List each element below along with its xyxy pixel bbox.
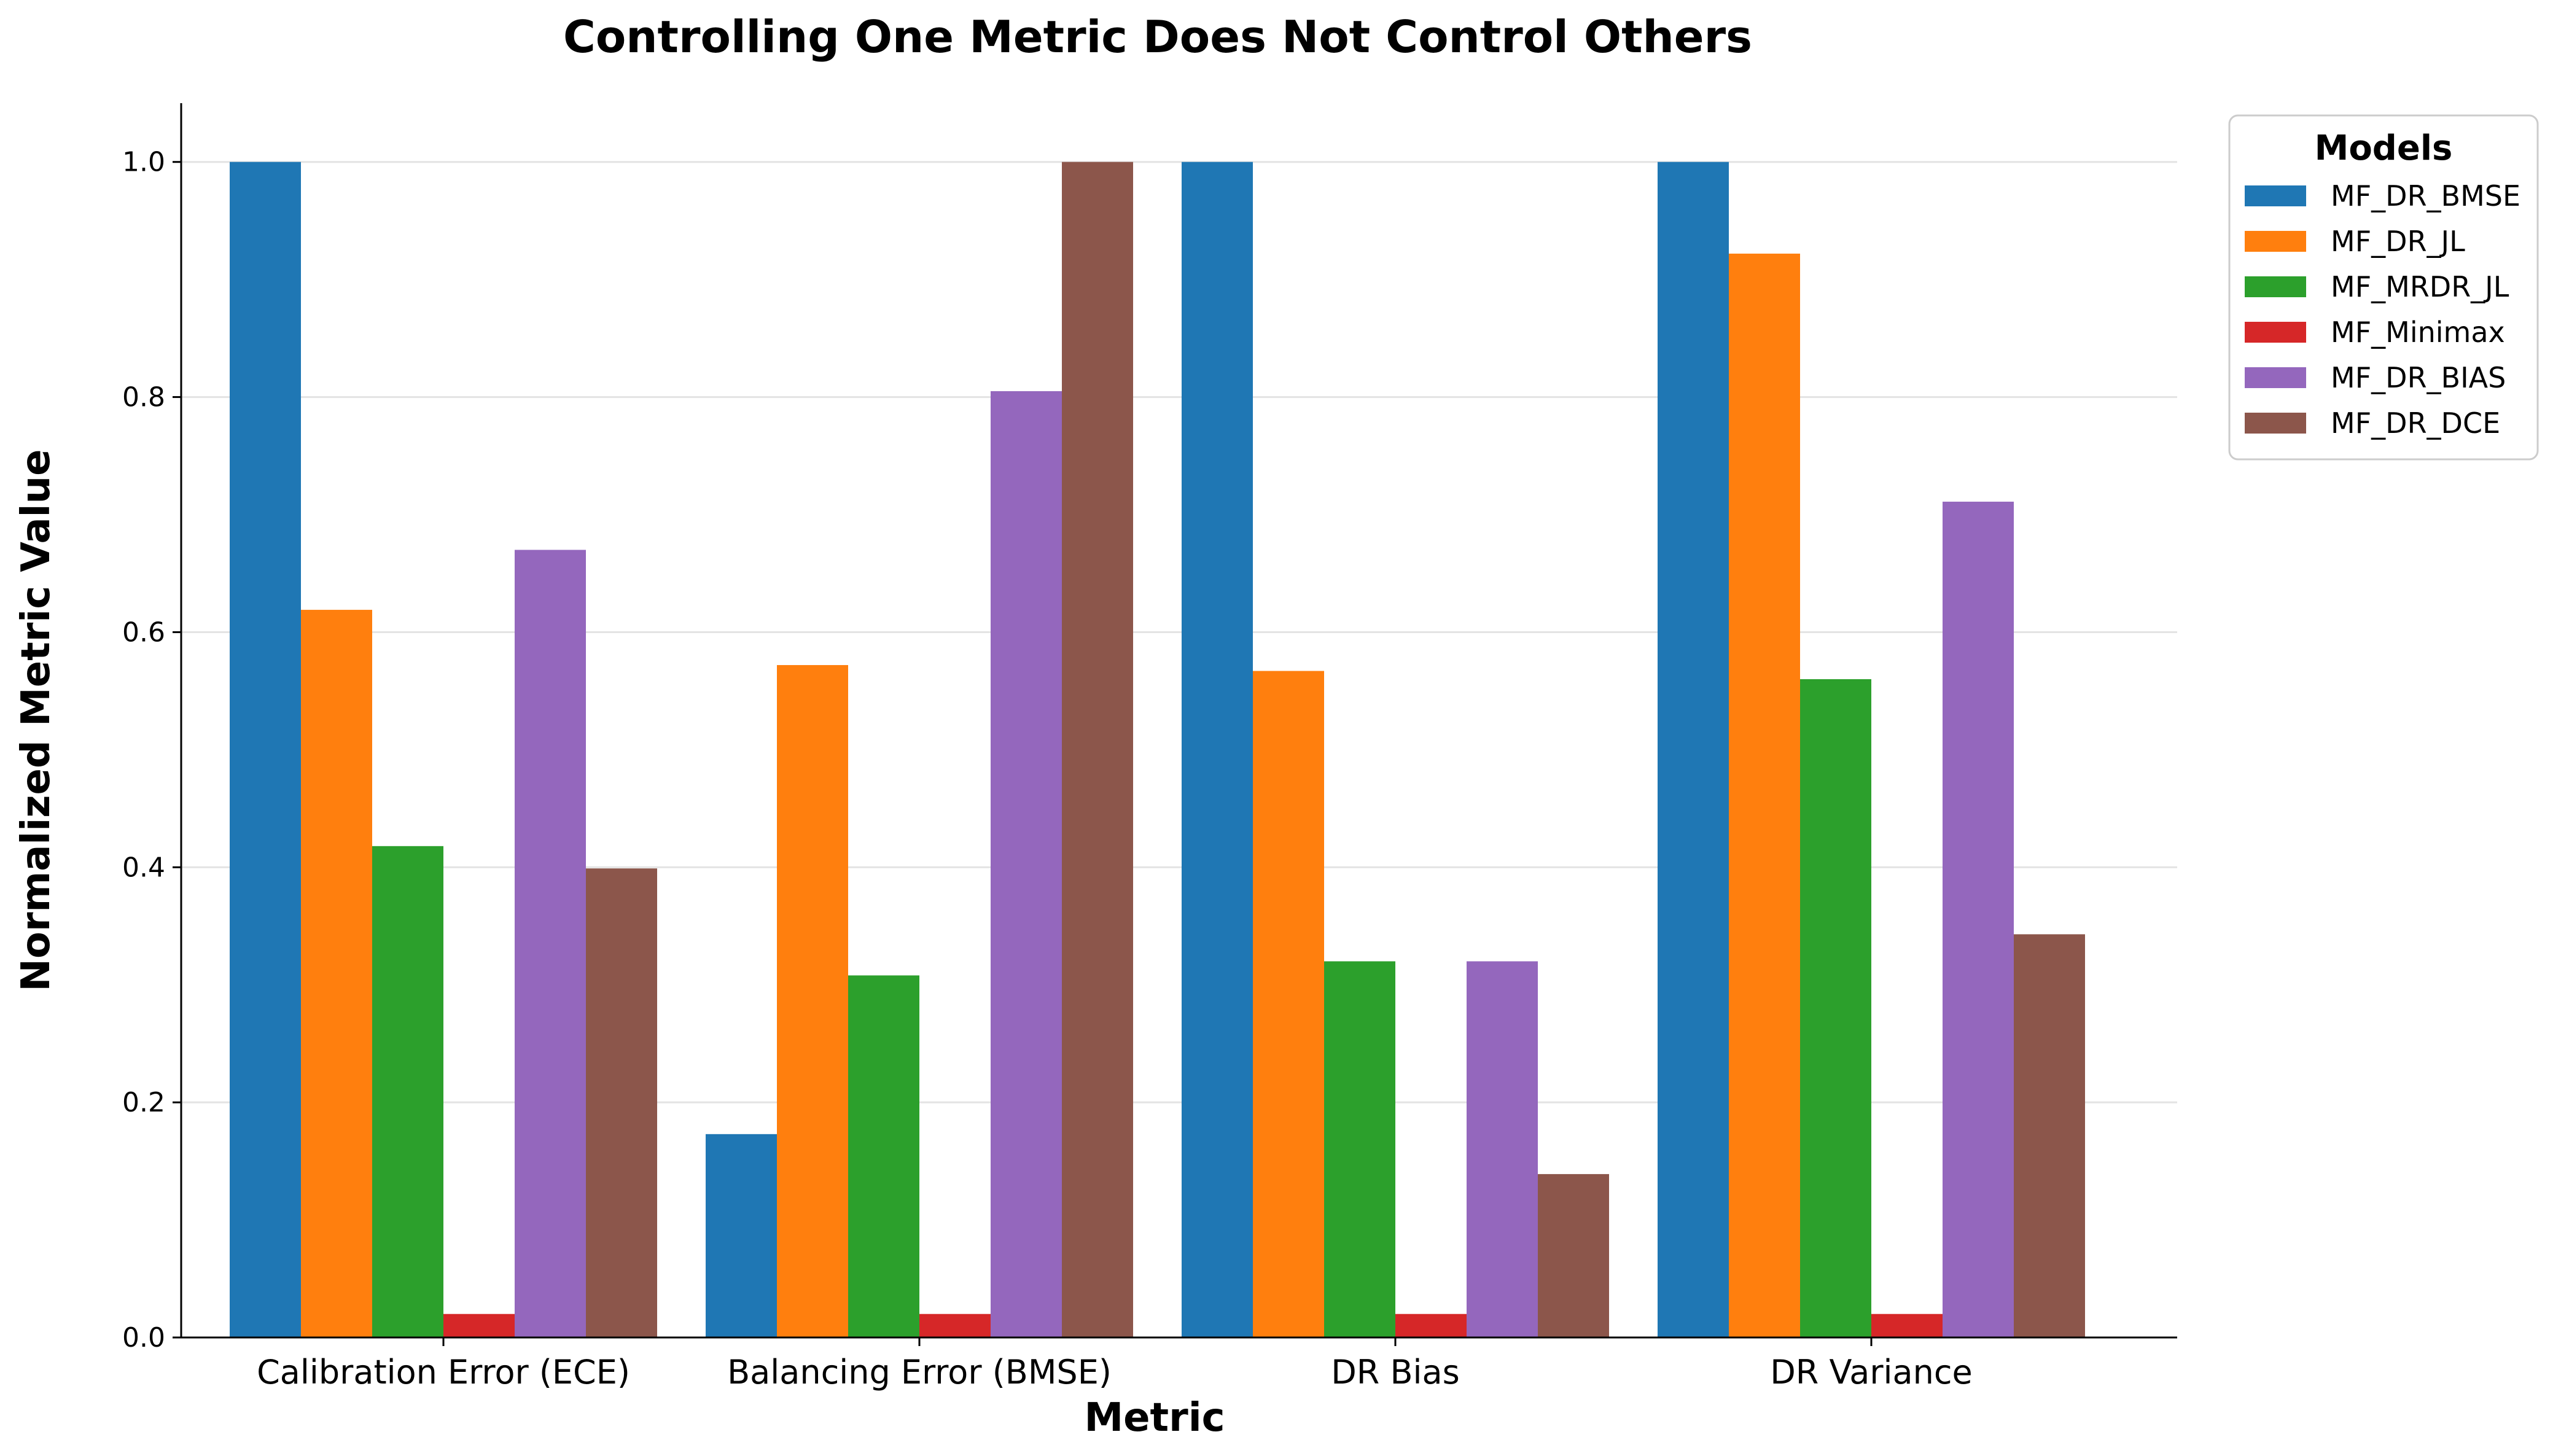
- legend-swatch: [2245, 322, 2306, 343]
- bar-mf-dr-bmse: [1182, 162, 1253, 1337]
- bar-mf-dr-dce: [1538, 1174, 1609, 1337]
- bar-mf-dr-bmse: [1658, 162, 1729, 1337]
- bar-mf-minimax: [443, 1314, 515, 1337]
- legend-swatch: [2245, 185, 2306, 206]
- bar-mf-dr-bias: [1467, 961, 1538, 1337]
- legend-label: MF_MRDR_JL: [2331, 270, 2509, 303]
- bar-mf-dr-bias: [1943, 501, 2014, 1337]
- bar-mf-dr-jl: [1253, 671, 1324, 1337]
- bar-mf-mrdr-jl: [1800, 679, 1871, 1337]
- y-tick-label: 0.8: [122, 382, 165, 413]
- y-tick-label: 0.4: [122, 852, 165, 883]
- y-tick-label: 0.2: [122, 1087, 165, 1118]
- legend-swatch: [2245, 413, 2306, 434]
- x-axis-label: Metric: [1084, 1395, 1225, 1441]
- legend-swatch: [2245, 367, 2306, 388]
- bar-mf-minimax: [1395, 1314, 1467, 1337]
- bar-mf-mrdr-jl: [1324, 961, 1395, 1337]
- bar-mf-dr-jl: [777, 665, 848, 1337]
- legend-label: MF_DR_DCE: [2331, 407, 2500, 440]
- bar-mf-minimax: [1871, 1314, 1943, 1337]
- legend-swatch: [2245, 231, 2306, 252]
- bar-mf-dr-bmse: [706, 1134, 777, 1337]
- legend: Models MF_DR_BMSE MF_DR_JL MF_MRDR_JL MF_Mi…: [2228, 114, 2539, 461]
- x-tick-label: Balancing Error (BMSE): [727, 1353, 1112, 1392]
- chart-title: Controlling One Metric Does Not Control …: [563, 11, 1752, 63]
- bar-mf-dr-jl: [1729, 254, 1800, 1337]
- bar-mf-dr-bias: [515, 550, 586, 1337]
- legend-label: MF_DR_JL: [2331, 225, 2465, 258]
- bar-mf-mrdr-jl: [372, 846, 443, 1337]
- legend-title: Models: [2315, 128, 2453, 168]
- legend-swatch: [2245, 276, 2306, 297]
- bar-mf-mrdr-jl: [848, 975, 919, 1337]
- bar-mf-minimax: [919, 1314, 991, 1337]
- legend-label: MF_Minimax: [2331, 316, 2505, 349]
- y-tick-label: 1.0: [122, 147, 165, 178]
- bar-mf-dr-bmse: [230, 162, 301, 1337]
- x-tick-label: DR Bias: [1331, 1353, 1460, 1392]
- x-tick-label: DR Variance: [1770, 1353, 1973, 1392]
- y-axis-ticks: 0.0 0.2 0.4 0.6 0.8 1.0: [122, 147, 181, 1353]
- bar-mf-dr-jl: [301, 610, 372, 1337]
- y-tick-label: 0.0: [122, 1322, 165, 1353]
- legend-frame: [2228, 114, 2539, 461]
- bar-mf-dr-dce: [586, 868, 657, 1337]
- x-tick-label: Calibration Error (ECE): [257, 1353, 630, 1392]
- bar-mf-dr-bias: [991, 391, 1062, 1337]
- bar-mf-dr-dce: [2014, 934, 2085, 1337]
- legend-label: MF_DR_BIAS: [2331, 361, 2506, 394]
- bars: [230, 162, 2085, 1337]
- bar-mf-dr-dce: [1062, 162, 1133, 1337]
- legend-label: MF_DR_BMSE: [2331, 179, 2520, 212]
- x-axis-ticks: Calibration Error (ECE) Balancing Error (…: [257, 1337, 1973, 1392]
- y-axis-label: Normalized Metric Value: [14, 449, 59, 991]
- legend-entries: MF_DR_BMSE MF_DR_JL MF_MRDR_JL MF_Minimax MF…: [2245, 179, 2520, 440]
- y-tick-label: 0.6: [122, 617, 165, 648]
